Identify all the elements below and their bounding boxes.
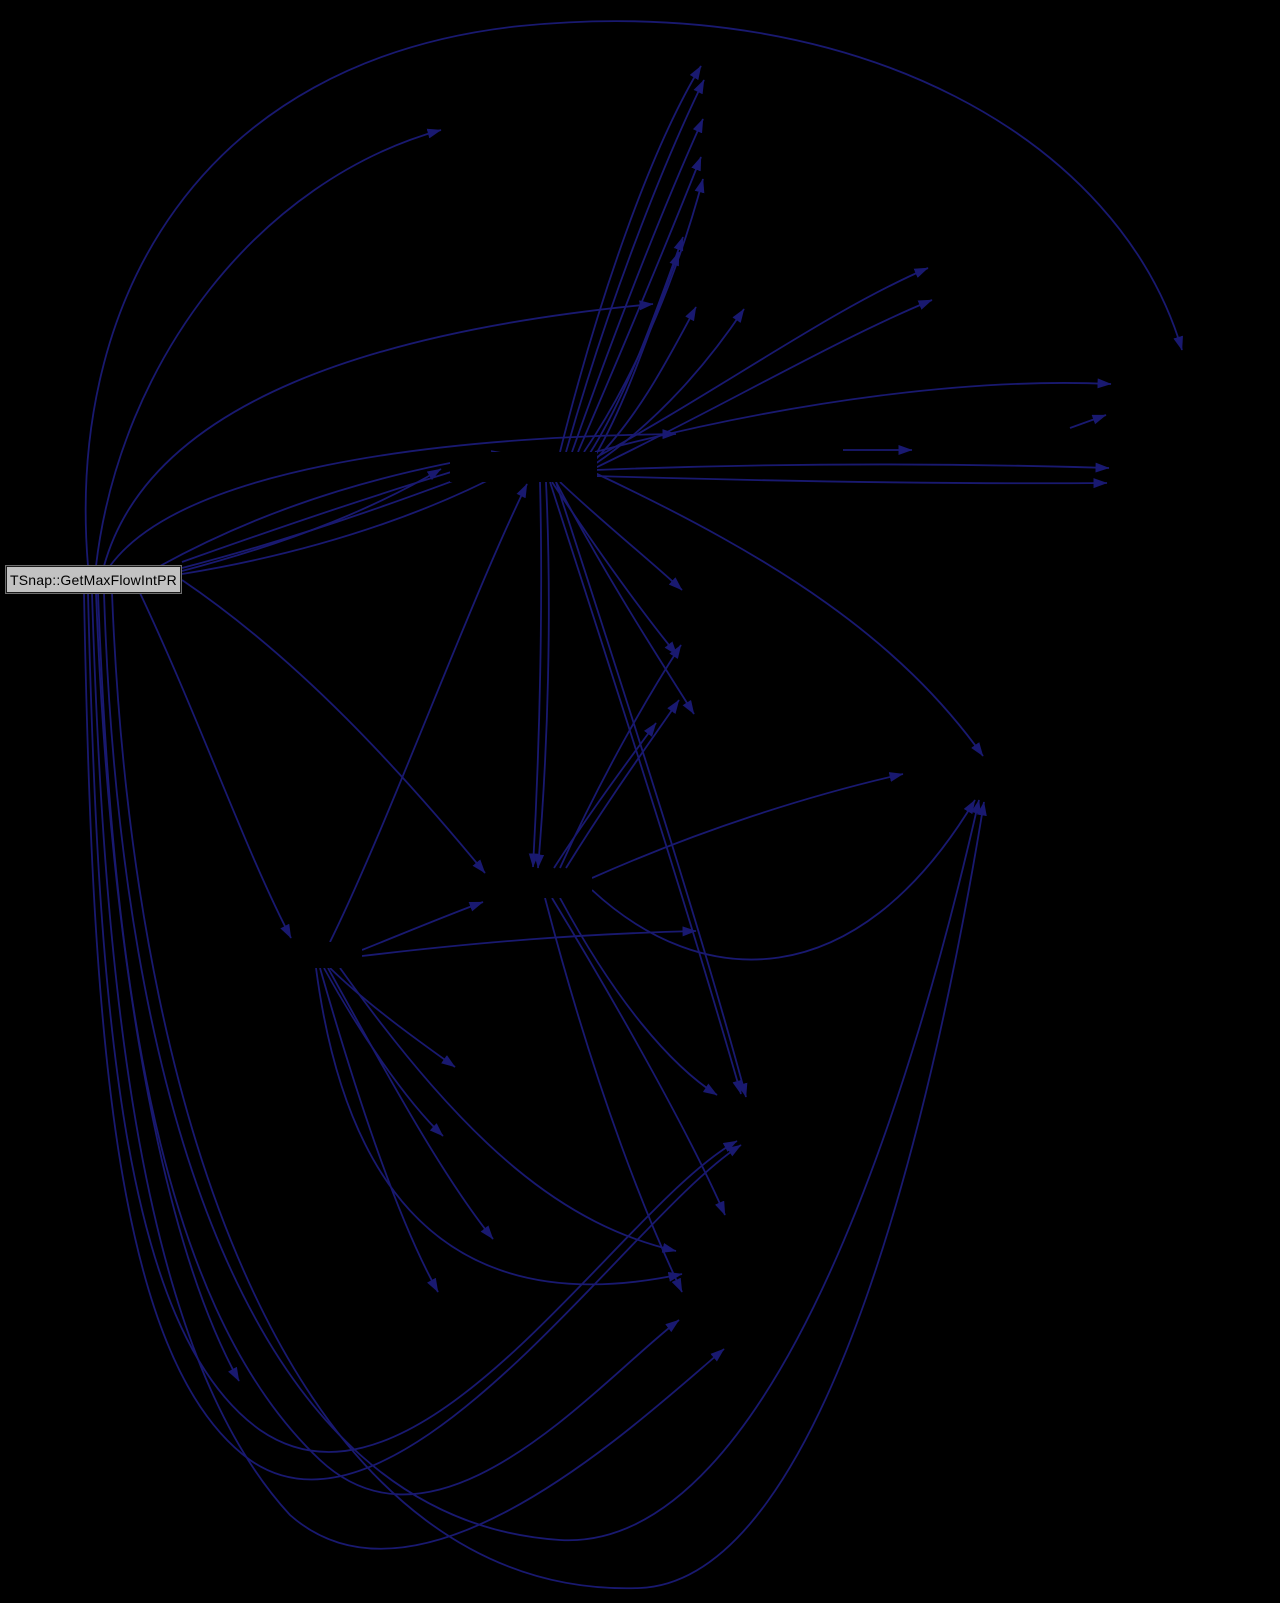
call-edge bbox=[553, 722, 657, 869]
call-edge bbox=[594, 251, 680, 457]
call-edge bbox=[329, 483, 528, 943]
call-edge bbox=[361, 926, 697, 957]
call-edge bbox=[591, 799, 976, 961]
hidden-node bbox=[915, 758, 1065, 798]
call-edge bbox=[551, 897, 726, 1216]
hidden-node bbox=[296, 942, 362, 968]
call-edge bbox=[594, 472, 984, 757]
call-edge bbox=[549, 481, 743, 1095]
call-edge bbox=[594, 475, 1108, 489]
call-edge bbox=[594, 267, 929, 459]
call-edge bbox=[565, 699, 680, 869]
call-edge bbox=[594, 462, 1110, 473]
hidden-node-group bbox=[296, 356, 1265, 968]
call-edge bbox=[339, 967, 677, 1253]
call-edge bbox=[87, 592, 738, 1453]
call-edge bbox=[594, 299, 933, 469]
call-edge bbox=[559, 65, 702, 453]
call-edge bbox=[565, 79, 705, 453]
call-edge bbox=[329, 967, 456, 1068]
call-edge bbox=[315, 967, 683, 1286]
call-edge bbox=[109, 429, 677, 567]
call-edge bbox=[84, 20, 1183, 567]
hidden-node bbox=[450, 452, 597, 482]
call-edge bbox=[181, 579, 486, 874]
edge-group bbox=[83, 20, 1183, 1589]
call-edge bbox=[97, 592, 680, 1496]
call-edge bbox=[571, 118, 704, 453]
call-edge bbox=[555, 481, 748, 1098]
call-edge bbox=[319, 967, 439, 1293]
call-edge bbox=[181, 468, 442, 572]
call-edge bbox=[361, 901, 484, 951]
call-edge bbox=[528, 481, 543, 868]
call-edge bbox=[323, 967, 444, 1137]
hidden-node bbox=[488, 870, 592, 898]
call-edge bbox=[91, 592, 725, 1550]
call-edge bbox=[594, 306, 697, 461]
call-edge bbox=[594, 378, 1112, 453]
hidden-node bbox=[1125, 356, 1265, 386]
node-label: TSnap::GetMaxFlowIntPR bbox=[9, 571, 177, 588]
call-edge bbox=[594, 308, 745, 465]
call-edge bbox=[95, 128, 442, 567]
call-edge bbox=[534, 481, 550, 869]
call-edge bbox=[591, 772, 904, 879]
call-edge bbox=[555, 481, 695, 715]
node-tsnap-getmaxflowintpr[interactable]: TSnap::GetMaxFlowIntPR bbox=[5, 565, 182, 594]
call-edge bbox=[577, 156, 702, 453]
call-edge bbox=[559, 481, 683, 591]
call-edge bbox=[111, 592, 987, 1589]
call-edge bbox=[103, 592, 981, 1541]
call-edge bbox=[544, 897, 683, 1293]
call-edge bbox=[327, 967, 494, 1240]
call-edge bbox=[1069, 414, 1107, 429]
call-edge bbox=[139, 592, 292, 939]
call-edge bbox=[559, 897, 718, 1096]
call-edge bbox=[103, 300, 654, 567]
